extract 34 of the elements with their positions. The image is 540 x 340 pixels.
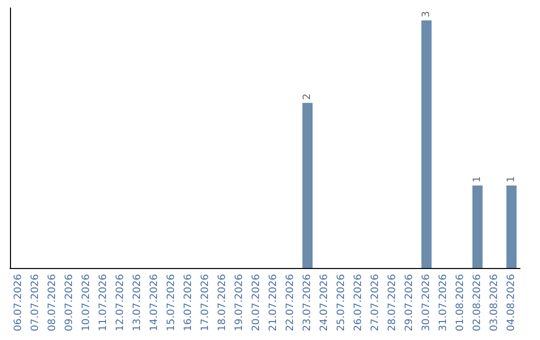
x-tick-label: 04.08.2026 (506, 274, 517, 332)
data-label: 3 (421, 11, 432, 18)
x-tick-label: 03.08.2026 (489, 274, 500, 332)
x-tick-label: 08.07.2026 (47, 274, 58, 332)
x-tick-label: 30.07.2026 (421, 274, 432, 332)
x-tick-label: 22.07.2026 (285, 274, 296, 332)
x-tick-label: 12.07.2026 (115, 274, 126, 332)
x-tick-label: 21.07.2026 (268, 274, 279, 332)
data-label: 1 (506, 176, 517, 182)
x-tick-label: 29.07.2026 (404, 274, 415, 332)
x-tick-label: 02.08.2026 (472, 274, 483, 332)
x-tick-label: 26.07.2026 (353, 274, 364, 332)
x-tick-label: 13.07.2026 (132, 274, 143, 332)
x-tick-label: 14.07.2026 (149, 274, 160, 332)
data-label: 2 (302, 94, 313, 100)
x-tick-label: 09.07.2026 (64, 274, 75, 332)
x-tick-label: 19.07.2026 (234, 274, 245, 332)
x-tick-label: 11.07.2026 (98, 274, 109, 332)
x-tick-label: 16.07.2026 (183, 274, 194, 332)
x-tick-label: 27.07.2026 (370, 274, 381, 332)
x-tick-label: 28.07.2026 (387, 274, 398, 332)
x-tick-label: 23.07.2026 (302, 274, 313, 332)
x-tick-label: 31.07.2026 (438, 274, 449, 332)
x-tick-label: 17.07.2026 (200, 274, 211, 332)
x-tick-label: 18.07.2026 (217, 274, 228, 332)
x-tick-label: 01.08.2026 (455, 274, 466, 332)
x-tick-label: 20.07.2026 (251, 274, 262, 332)
x-tick-label: 06.07.2026 (13, 274, 24, 332)
x-tick-label: 15.07.2026 (166, 274, 177, 332)
x-tick-label: 10.07.2026 (81, 274, 92, 332)
x-tick-label: 24.07.2026 (319, 274, 330, 332)
x-tick-label: 07.07.2026 (30, 274, 41, 332)
data-label: 1 (472, 176, 483, 182)
x-tick-label: 25.07.2026 (336, 274, 347, 332)
